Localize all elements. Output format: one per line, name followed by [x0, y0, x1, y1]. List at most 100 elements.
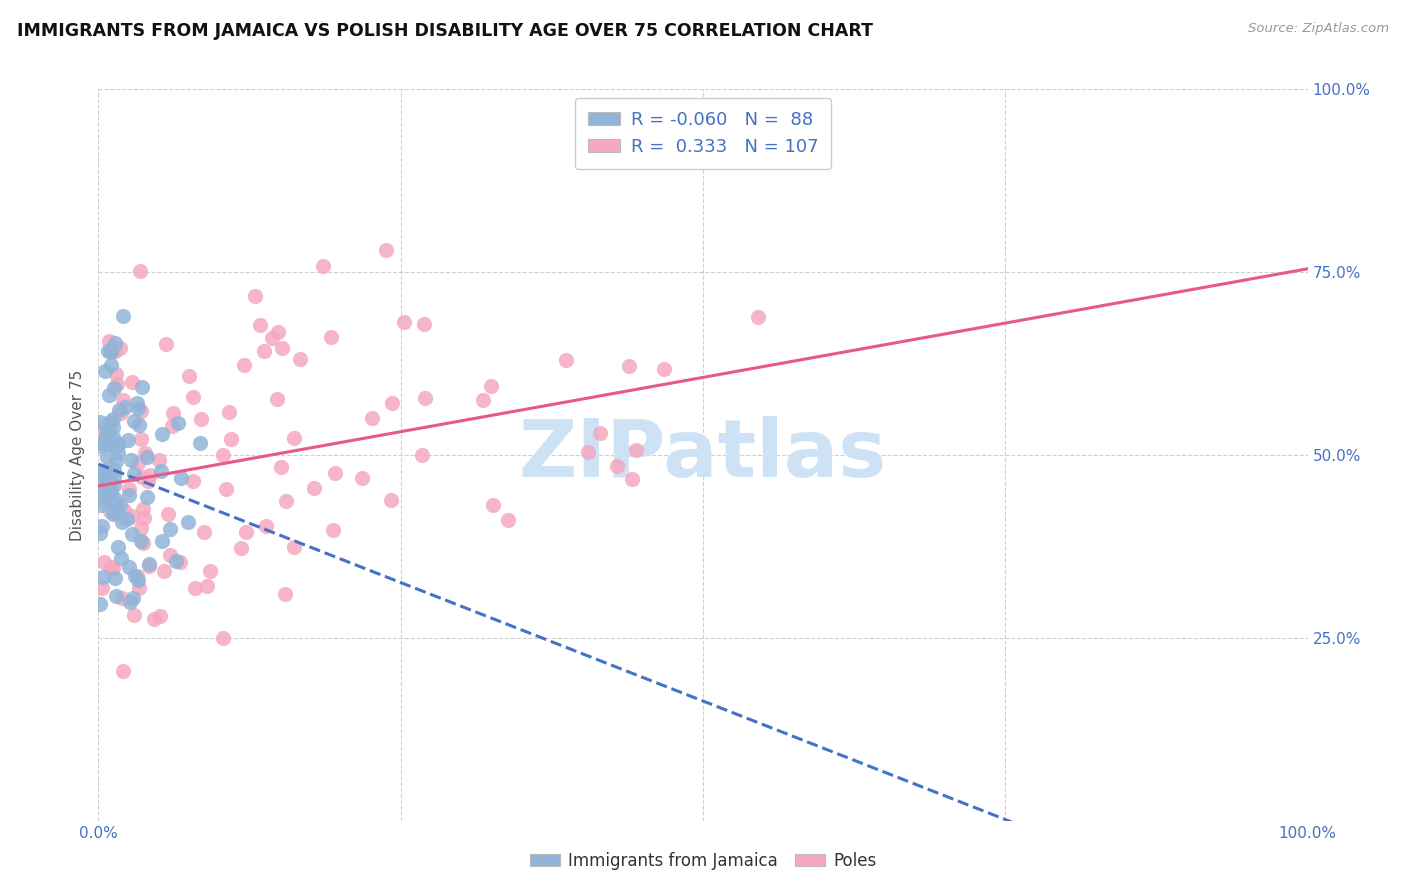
Point	[108, 342, 131, 356]
Point	[481, 499, 503, 513]
Point	[652, 362, 675, 376]
Point	[94, 428, 117, 442]
Point	[270, 460, 292, 475]
Point	[200, 564, 222, 578]
Point	[105, 506, 128, 520]
Point	[97, 470, 120, 484]
Text: IMMIGRANTS FROM JAMAICA VS POLISH DISABILITY AGE OVER 75 CORRELATION CHART: IMMIGRANTS FROM JAMAICA VS POLISH DISABI…	[17, 22, 873, 40]
Point	[111, 310, 134, 324]
Point	[188, 435, 211, 450]
Point	[94, 486, 117, 500]
Point	[111, 516, 134, 530]
Point	[110, 551, 132, 566]
Legend: R = -0.060   N =  88, R =  0.333   N = 107: R = -0.060 N = 88, R = 0.333 N = 107	[575, 98, 831, 169]
Point	[101, 430, 124, 444]
Legend: Immigrants from Jamaica, Poles: Immigrants from Jamaica, Poles	[523, 846, 883, 877]
Point	[97, 424, 120, 438]
Point	[104, 497, 127, 511]
Point	[89, 466, 111, 480]
Point	[111, 591, 134, 605]
Point	[167, 417, 190, 431]
Point	[121, 375, 143, 389]
Point	[176, 516, 198, 530]
Point	[100, 560, 122, 574]
Point	[152, 564, 174, 578]
Point	[235, 524, 257, 539]
Point	[129, 521, 152, 535]
Point	[89, 487, 111, 501]
Point	[105, 436, 128, 450]
Point	[127, 401, 149, 415]
Point	[312, 259, 335, 273]
Point	[118, 560, 141, 574]
Point	[471, 392, 494, 407]
Point	[97, 388, 120, 402]
Point	[254, 519, 277, 533]
Point	[375, 243, 398, 257]
Point	[105, 376, 128, 391]
Point	[111, 664, 134, 678]
Point	[100, 343, 122, 357]
Point	[100, 358, 122, 372]
Point	[101, 411, 124, 425]
Point	[104, 344, 127, 359]
Point	[100, 344, 122, 359]
Point	[181, 390, 204, 404]
Point	[93, 422, 115, 436]
Point	[170, 471, 193, 485]
Point	[97, 344, 120, 359]
Point	[103, 439, 125, 453]
Point	[392, 315, 415, 329]
Point	[148, 453, 170, 467]
Point	[98, 460, 121, 475]
Point	[121, 508, 143, 523]
Point	[101, 507, 124, 521]
Point	[215, 482, 238, 496]
Point	[134, 446, 156, 460]
Point	[129, 264, 152, 278]
Point	[96, 476, 118, 491]
Point	[413, 391, 436, 405]
Point	[91, 436, 114, 450]
Point	[150, 426, 173, 441]
Point	[103, 381, 125, 395]
Point	[127, 456, 149, 470]
Point	[128, 582, 150, 596]
Point	[319, 330, 342, 344]
Point	[89, 416, 111, 430]
Point	[131, 380, 153, 394]
Point	[124, 467, 146, 482]
Point	[589, 425, 612, 440]
Point	[143, 611, 166, 625]
Point	[112, 503, 135, 517]
Point	[136, 474, 159, 488]
Point	[105, 367, 128, 381]
Point	[412, 317, 434, 331]
Point	[101, 343, 124, 357]
Point	[617, 359, 640, 374]
Point	[150, 533, 173, 548]
Point	[129, 404, 152, 418]
Point	[190, 412, 212, 426]
Point	[108, 498, 131, 512]
Point	[129, 534, 152, 549]
Point	[122, 607, 145, 622]
Point	[229, 541, 252, 555]
Point	[360, 410, 382, 425]
Point	[110, 406, 132, 420]
Point	[93, 467, 115, 482]
Point	[271, 341, 294, 355]
Point	[104, 335, 127, 350]
Point	[132, 536, 155, 550]
Point	[103, 463, 125, 477]
Point	[118, 488, 141, 502]
Point	[266, 325, 288, 339]
Point	[107, 540, 129, 554]
Point	[274, 587, 297, 601]
Text: Source: ZipAtlas.com: Source: ZipAtlas.com	[1249, 22, 1389, 36]
Point	[193, 524, 215, 539]
Point	[134, 510, 156, 524]
Point	[162, 406, 184, 420]
Point	[101, 560, 124, 574]
Point	[136, 490, 159, 504]
